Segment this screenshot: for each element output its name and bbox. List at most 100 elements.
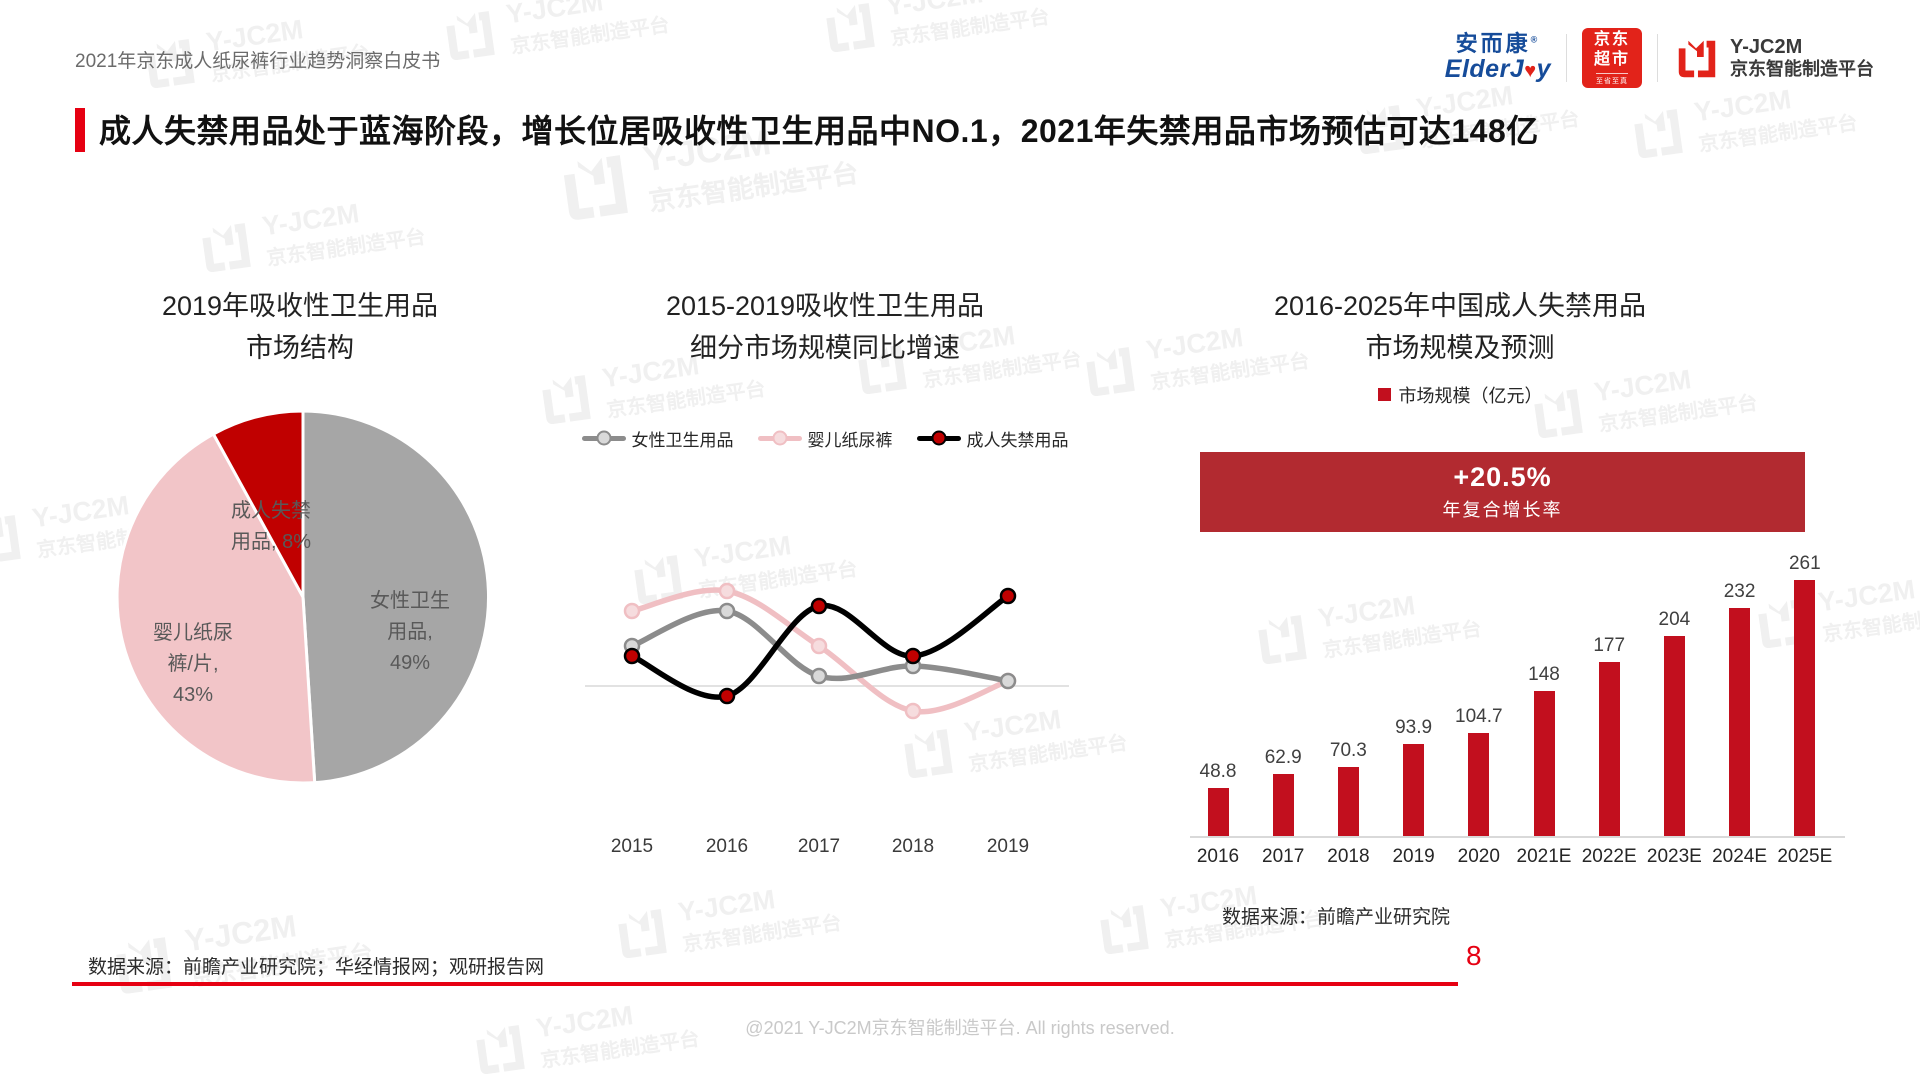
page-number: 8 [1466,940,1482,971]
watermark: Y-JC2M京东智能制造平台 [817,0,1051,60]
pie-chart-section: 2019年吸收性卫生用品 市场结构 女性卫生用品, 49% 婴儿纸尿裤/片, 43% 成… [58,240,542,785]
bar-value-label: 232 [1723,581,1756,602]
data-point [718,687,736,705]
title-accent-bar [75,108,85,152]
bar-2016 [1207,788,1229,836]
bar-value-label: 261 [1788,553,1821,574]
data-point [623,602,641,620]
x-axis-label: 2025E [1777,846,1833,867]
pie-chart: 女性卫生用品, 49% 婴儿纸尿裤/片, 43% 成人失禁用品, 8% [115,409,491,785]
x-axis-label: 2017 [797,836,841,857]
bar-value-label: 70.3 [1329,740,1367,761]
bar-2024E [1729,608,1751,836]
footer-accent-line [72,982,1458,986]
pie-slice-label: 婴儿纸尿裤/片, 43% [153,621,233,706]
data-point [810,667,828,685]
x-axis-label: 2015 [610,836,654,857]
x-axis-label: 2016 [1196,846,1240,867]
pie-chart-title: 2019年吸收性卫生用品 市场结构 [161,291,439,363]
line-chart-title: 2015-2019吸收性卫生用品 细分市场规模同比增速 [665,291,985,363]
line-chart-section: 2015-2019吸收性卫生用品 细分市场规模同比增速 女性卫生用品 婴儿纸尿裤 成… [555,240,1095,857]
data-point [718,582,736,600]
legend-swatch [916,430,961,446]
legend-label: 成人失禁用品 [966,430,1069,450]
data-point [904,647,922,665]
heart-icon: ♥ [1524,60,1537,83]
cagr-label: 年复合增长率 [1442,500,1563,520]
x-axis-label: 2019 [986,836,1030,857]
x-axis-label: 2018 [1327,846,1370,867]
x-axis-label: 2020 [1457,846,1500,867]
x-axis-label: 2016 [705,836,749,857]
divider [1566,34,1567,82]
legend-item-女性卫生用品: 女性卫生用品 [581,426,734,451]
legend-swatch [581,430,626,446]
bar-2017 [1272,774,1294,836]
data-point [904,702,922,720]
jc2m-logo-icon [1678,40,1716,78]
bar-value-label: 177 [1593,635,1626,656]
pie-slice-label: 女性卫生用品, 49% [370,589,450,674]
legend-label: 女性卫生用品 [631,430,734,450]
legend-item-婴儿纸尿裤: 婴儿纸尿裤 [757,426,893,451]
x-axis-label: 2021E [1516,846,1572,867]
x-axis-label: 2022E [1581,846,1637,867]
bar-chart-plot: 48.8 2016 62.9 2017 70.3 2018 93.9 2019 104.7 202… [1190,540,1845,867]
pie-slice-女性卫生用品 [301,409,491,785]
legend-label: 市场规模（亿元） [1398,385,1543,406]
bar-chart-source: 数据来源：前瞻产业研究院 [1222,907,1451,928]
bar-2025E [1794,580,1816,836]
bar-2022E [1598,662,1620,836]
bar-2019 [1403,744,1425,836]
cagr-banner: +20.5% 年复合增长率 [1200,452,1805,532]
legend-item-成人失禁用品: 成人失禁用品 [916,426,1069,451]
doc-title-header: 2021年京东成人纸尿裤行业趋势洞察白皮书 [75,51,441,72]
cagr-value: +20.5% [1453,462,1552,492]
pie-slice-婴儿纸尿裤/片 [115,431,317,785]
pie-slice-label: 成人失禁用品, 8% [231,499,311,553]
legend-label: 婴儿纸尿裤 [807,430,893,450]
bar-value-label: 48.8 [1199,761,1237,782]
x-axis-label: 2017 [1262,846,1305,867]
bar-chart-axis [1190,836,1845,838]
data-point [999,672,1017,690]
x-axis-label: 2023E [1646,846,1702,867]
bar-2023E [1663,636,1685,836]
bar-chart-title: 2016-2025年中国成人失禁用品 市场规模及预测 [1273,291,1647,363]
bar-value-label: 62.9 [1264,747,1302,768]
jc2m-logo: Y-JC2M 京东智能制造平台 [1673,34,1874,82]
page-source: 数据来源：前瞻产业研究院；华经情报网；观研报告网 [88,957,545,978]
bar-2020 [1468,733,1490,836]
line-chart [585,582,1069,720]
data-point [623,647,641,665]
line-chart-legend: 女性卫生用品 婴儿纸尿裤 成人失禁用品 [555,426,1095,451]
x-axis-label: 2024E [1712,846,1768,867]
bar-chart-legend: 市场规模（亿元） [1180,382,1740,408]
divider [1657,34,1658,82]
legend-swatch [757,430,802,446]
copyright-footer: @2021 Y-JC2M京东智能制造平台. All rights reserve… [745,1018,1175,1038]
bar-chart-section: 2016-2025年中国成人失禁用品 市场规模及预测 市场规模（亿元） +20.… [1180,240,1845,867]
bar-2018 [1337,767,1359,836]
bar-value-label: 204 [1658,609,1691,630]
logo-row: 安而康® ElderJ♥y 京东 超市 至省至真 Y-JC2M 京东智能制造平台 [1445,28,1874,88]
elderjoy-logo: 安而康® ElderJ♥y [1444,31,1551,84]
data-point [718,602,736,620]
data-point [999,587,1017,605]
data-point [810,637,828,655]
data-point [810,597,828,615]
x-axis-label: 2019 [1392,846,1435,867]
bar-value-label: 148 [1528,664,1560,685]
bar-value-label: 104.7 [1455,706,1503,727]
x-axis-label: 2018 [891,836,935,857]
page-title-row: 成人失禁用品处于蓝海阶段，增长位居吸收性卫生用品中NO.1，2021年失禁用品市… [75,106,1539,152]
bar-value-label: 93.9 [1395,717,1433,738]
jd-supermarket-logo: 京东 超市 至省至真 [1582,28,1642,88]
bar-2021E [1533,691,1555,836]
page-title: 成人失禁用品处于蓝海阶段，增长位居吸收性卫生用品中NO.1，2021年失禁用品市… [99,113,1539,149]
legend-swatch [1377,388,1391,402]
